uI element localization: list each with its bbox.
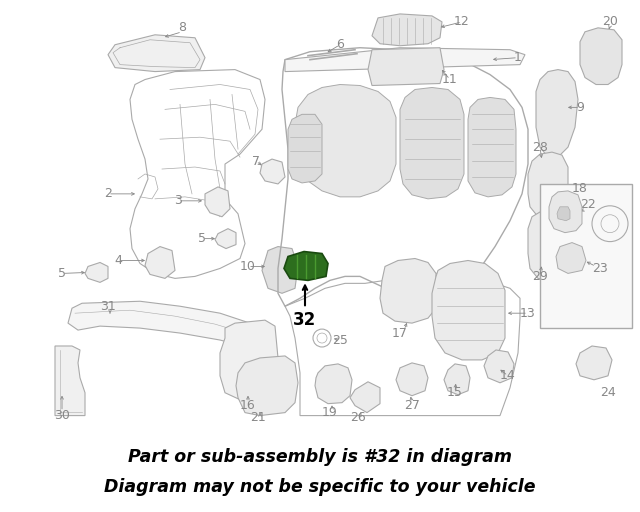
Polygon shape (372, 14, 442, 46)
Text: 25: 25 (332, 333, 348, 347)
Text: 11: 11 (442, 73, 458, 86)
Polygon shape (350, 382, 380, 413)
Text: 12: 12 (454, 15, 470, 28)
Text: 32: 32 (293, 311, 317, 329)
Polygon shape (295, 84, 396, 197)
Text: 24: 24 (600, 386, 616, 399)
Text: 1: 1 (514, 51, 522, 64)
Polygon shape (220, 320, 278, 400)
Polygon shape (528, 152, 568, 219)
Text: 13: 13 (520, 307, 536, 319)
Text: 2: 2 (104, 187, 112, 200)
Text: 31: 31 (100, 300, 116, 313)
Polygon shape (536, 70, 578, 157)
Polygon shape (68, 301, 265, 348)
Polygon shape (205, 187, 230, 217)
Text: 14: 14 (500, 369, 516, 382)
Polygon shape (284, 251, 328, 281)
Text: 27: 27 (404, 399, 420, 412)
Polygon shape (262, 247, 298, 293)
Polygon shape (380, 259, 436, 323)
Polygon shape (55, 346, 85, 416)
Text: 26: 26 (350, 411, 366, 424)
Polygon shape (576, 346, 612, 380)
Bar (540, 184, 632, 328)
Text: 7: 7 (252, 155, 260, 167)
Polygon shape (557, 207, 570, 221)
Polygon shape (368, 48, 444, 86)
Polygon shape (145, 247, 175, 279)
Polygon shape (288, 114, 322, 183)
Text: 28: 28 (532, 141, 548, 154)
Polygon shape (484, 350, 514, 383)
Polygon shape (528, 211, 568, 281)
Text: 5: 5 (198, 232, 206, 245)
Text: 10: 10 (240, 260, 256, 273)
Text: 16: 16 (240, 399, 256, 412)
Text: 9: 9 (576, 101, 584, 114)
Polygon shape (468, 97, 516, 197)
Text: 18: 18 (572, 182, 588, 196)
Polygon shape (215, 229, 236, 248)
Text: 8: 8 (178, 22, 186, 34)
Polygon shape (549, 191, 582, 232)
Polygon shape (444, 364, 470, 395)
Polygon shape (432, 261, 505, 360)
Polygon shape (400, 88, 464, 199)
Text: 5: 5 (58, 267, 66, 280)
Text: 29: 29 (532, 270, 548, 283)
Text: 21: 21 (250, 411, 266, 424)
Polygon shape (85, 263, 108, 282)
Text: 23: 23 (592, 262, 608, 275)
Text: 3: 3 (174, 195, 182, 207)
Text: 6: 6 (336, 38, 344, 51)
Text: 30: 30 (54, 409, 70, 422)
Text: 4: 4 (114, 254, 122, 267)
Text: Diagram may not be specific to your vehicle: Diagram may not be specific to your vehi… (104, 478, 536, 496)
Polygon shape (556, 243, 586, 273)
Text: 22: 22 (580, 198, 596, 211)
Polygon shape (108, 35, 205, 72)
Polygon shape (285, 48, 525, 72)
Text: 17: 17 (392, 327, 408, 339)
Text: 15: 15 (447, 386, 463, 399)
Polygon shape (315, 364, 352, 403)
Text: 20: 20 (602, 15, 618, 28)
Polygon shape (236, 356, 298, 416)
Polygon shape (396, 363, 428, 396)
Polygon shape (580, 28, 622, 84)
Text: Part or sub-assembly is #32 in diagram: Part or sub-assembly is #32 in diagram (128, 448, 512, 466)
Polygon shape (260, 159, 285, 184)
Text: 19: 19 (322, 406, 338, 419)
